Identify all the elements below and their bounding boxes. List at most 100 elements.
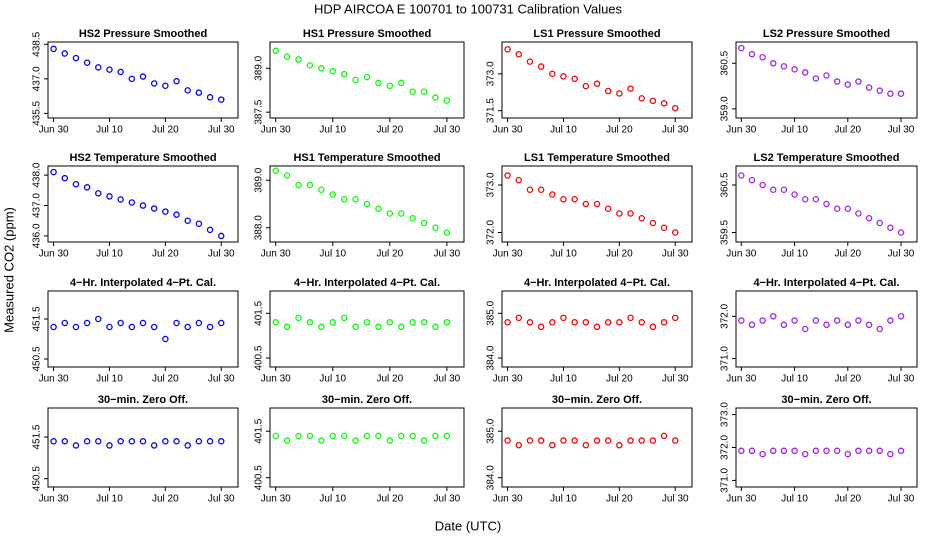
x-tick-label: Jul 30 bbox=[662, 249, 689, 260]
point bbox=[649, 437, 657, 444]
point bbox=[604, 205, 612, 212]
point bbox=[593, 323, 601, 331]
point bbox=[375, 79, 382, 87]
x-tick-label: Jul 30 bbox=[888, 374, 915, 385]
x-tick-label: Jul 30 bbox=[662, 125, 689, 136]
point bbox=[571, 437, 578, 444]
point bbox=[329, 319, 337, 326]
point bbox=[582, 200, 590, 208]
point bbox=[386, 319, 394, 326]
panel-title: HS1 Pressure Smoothed bbox=[303, 28, 431, 40]
panel-title: HS1 Temperature Smoothed bbox=[293, 152, 440, 164]
point bbox=[363, 200, 371, 208]
y-tick-label: 371.5 bbox=[486, 98, 497, 123]
y-tick-label: 372.0 bbox=[486, 220, 497, 245]
plot-frame bbox=[501, 165, 693, 243]
point bbox=[833, 447, 841, 455]
point bbox=[671, 104, 679, 112]
point bbox=[420, 319, 428, 326]
x-tick-label: Jul 10 bbox=[319, 494, 346, 505]
point bbox=[375, 205, 382, 212]
point bbox=[409, 214, 416, 222]
point bbox=[443, 319, 451, 326]
panel-title: HS2 Temperature Smoothed bbox=[69, 152, 216, 164]
y-tick-label: 389.0 bbox=[254, 55, 265, 80]
plot-frame bbox=[501, 41, 693, 119]
y-tick-label: 450.5 bbox=[32, 346, 43, 371]
x-tick-label: Jul 10 bbox=[319, 374, 346, 385]
point bbox=[823, 447, 830, 455]
x-tick-label: Jun 30 bbox=[493, 374, 523, 385]
panel-title: LS1 Pressure Smoothed bbox=[533, 28, 660, 40]
point bbox=[295, 432, 302, 440]
point bbox=[844, 321, 852, 329]
plot-frame bbox=[269, 165, 465, 243]
plot-frame bbox=[269, 407, 465, 488]
point bbox=[780, 447, 788, 455]
x-tick-label: Jul 20 bbox=[606, 494, 633, 505]
point bbox=[272, 319, 279, 326]
point bbox=[560, 437, 567, 444]
x-tick-label: Jul 20 bbox=[152, 125, 179, 136]
y-tick-label: 451.5 bbox=[32, 424, 43, 449]
point bbox=[582, 319, 590, 326]
point bbox=[855, 78, 862, 85]
point bbox=[560, 195, 567, 203]
x-tick-label: Jul 20 bbox=[152, 249, 179, 260]
point bbox=[363, 432, 371, 440]
plot-frame bbox=[47, 41, 239, 119]
point bbox=[759, 181, 766, 189]
point bbox=[432, 224, 439, 231]
point bbox=[770, 313, 777, 320]
x-tick-label: Jun 30 bbox=[726, 374, 756, 385]
x-tick-label: Jul 30 bbox=[208, 494, 235, 505]
point bbox=[162, 335, 169, 343]
point bbox=[549, 441, 556, 449]
panel-title: 4−Hr. Interpolated 4−Pt. Cal. bbox=[294, 277, 440, 289]
point bbox=[876, 325, 883, 333]
point bbox=[537, 63, 545, 70]
x-tick-label: Jul 30 bbox=[434, 125, 461, 136]
point bbox=[537, 437, 545, 444]
x-tick-label: Jun 30 bbox=[39, 249, 69, 260]
plot-frame bbox=[501, 407, 693, 488]
point bbox=[671, 229, 679, 236]
point bbox=[352, 76, 359, 84]
x-tick-label: Jul 30 bbox=[662, 494, 689, 505]
point bbox=[627, 437, 634, 444]
point bbox=[897, 313, 905, 320]
y-tick-label: 360.5 bbox=[720, 172, 731, 197]
point bbox=[420, 219, 428, 227]
point bbox=[791, 66, 798, 73]
point bbox=[823, 72, 830, 79]
point bbox=[283, 323, 291, 331]
point bbox=[593, 80, 601, 87]
x-tick-label: Jul 30 bbox=[434, 494, 461, 505]
point bbox=[627, 314, 634, 322]
y-tick-label: 438.0 bbox=[32, 162, 43, 187]
point bbox=[397, 432, 405, 440]
point bbox=[329, 191, 337, 198]
y-tick-label: 372.0 bbox=[720, 303, 731, 328]
x-tick-label: Jul 30 bbox=[434, 374, 461, 385]
point bbox=[833, 78, 841, 85]
point bbox=[217, 438, 225, 445]
x-tick-label: Jul 20 bbox=[152, 494, 179, 505]
point bbox=[759, 53, 766, 61]
point bbox=[352, 437, 359, 444]
point bbox=[162, 82, 169, 90]
y-tick-label: 438.5 bbox=[32, 31, 43, 56]
x-tick-label: Jul 20 bbox=[376, 249, 403, 260]
point bbox=[61, 174, 69, 182]
point bbox=[184, 442, 191, 449]
x-tick-label: Jun 30 bbox=[39, 374, 69, 385]
x-tick-label: Jul 20 bbox=[376, 374, 403, 385]
point bbox=[855, 210, 862, 217]
point bbox=[865, 214, 873, 222]
point bbox=[443, 97, 451, 104]
y-tick-label: 384.0 bbox=[486, 465, 497, 490]
point bbox=[504, 172, 511, 179]
point bbox=[409, 432, 416, 440]
point bbox=[283, 437, 291, 444]
point bbox=[897, 447, 905, 455]
